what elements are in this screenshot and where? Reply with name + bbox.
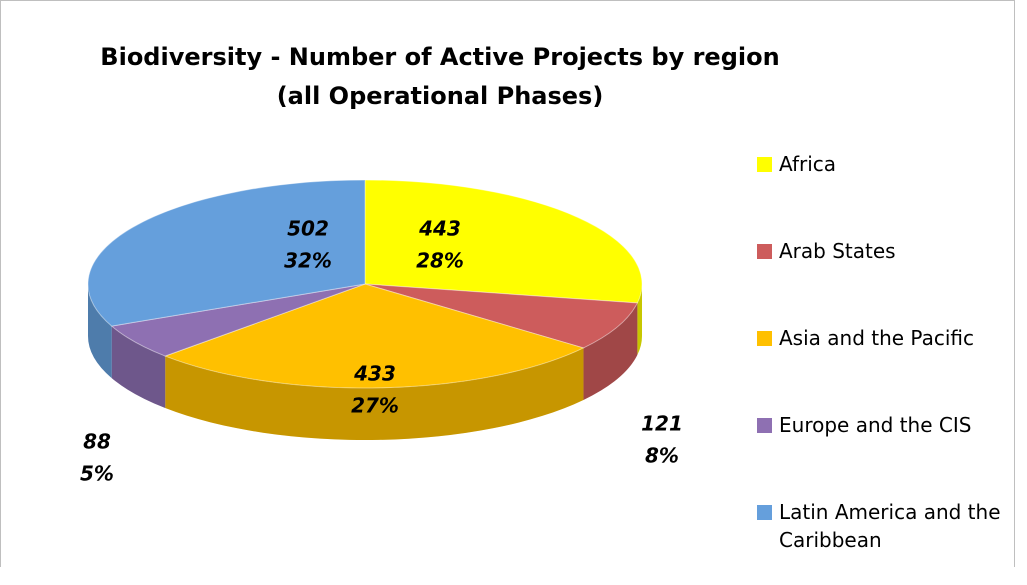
slice	[364, 283, 639, 349]
data-label-percent: 32%	[284, 249, 332, 273]
legend-item: Europe and the CIS	[757, 411, 1007, 498]
slice-side	[583, 302, 638, 400]
data-label-percent: 28%	[416, 249, 464, 273]
data-label-percent: 8%	[645, 444, 679, 468]
slice-side-shade	[637, 284, 642, 355]
data-label-value: 443	[418, 217, 461, 241]
pie-tops	[87, 179, 643, 389]
legend-label: Asia and the Pacific	[779, 326, 974, 350]
legend-item: Africa	[757, 150, 1007, 237]
data-label-value: 88	[83, 430, 111, 454]
data-label-value: 121	[641, 412, 683, 436]
slice-side	[165, 347, 584, 441]
legend-label: Europe and the CIS	[779, 413, 972, 437]
legend-swatch	[757, 244, 772, 259]
legend-item: Latin America and the Caribbean	[757, 498, 1007, 585]
slice-side-shade	[583, 302, 638, 400]
legend-swatch	[757, 505, 772, 520]
pie-sides	[88, 284, 642, 441]
slice-side	[88, 284, 112, 379]
legend-item: Arab States	[757, 237, 1007, 324]
legend-label: Africa	[779, 152, 837, 176]
slice-side	[111, 326, 166, 409]
slice	[163, 283, 585, 389]
slice-side	[637, 284, 642, 355]
slice	[364, 179, 643, 304]
slice-side-shade	[88, 284, 112, 379]
page: {"chart_data": {"type": "pie3d", "title"…	[0, 0, 1015, 567]
slice-side-shade	[111, 326, 166, 409]
slice	[110, 283, 366, 357]
pie-chart: 443 28% 121 8% 433 27% 88 5% 502 32%	[80, 179, 683, 486]
legend-swatch	[757, 418, 772, 433]
chart-frame	[0, 0, 1015, 567]
data-label-percent: 27%	[351, 394, 399, 418]
data-label-percent: 5%	[80, 462, 114, 486]
legend: Africa Arab States Asia and the Pacific Eur…	[757, 150, 1007, 585]
chart-title: Biodiversity - Number of Active Projects…	[100, 43, 780, 110]
legend-item: Asia and the Pacific	[757, 324, 1007, 411]
slice	[87, 179, 366, 327]
data-label-value: 502	[287, 217, 329, 241]
data-label-value: 433	[353, 362, 396, 386]
legend-swatch	[757, 331, 772, 346]
legend-swatch	[757, 157, 772, 172]
legend-label: Latin America and the Caribbean	[779, 500, 1001, 552]
legend-label: Arab States	[779, 239, 896, 263]
slice-side-shade	[165, 347, 584, 441]
